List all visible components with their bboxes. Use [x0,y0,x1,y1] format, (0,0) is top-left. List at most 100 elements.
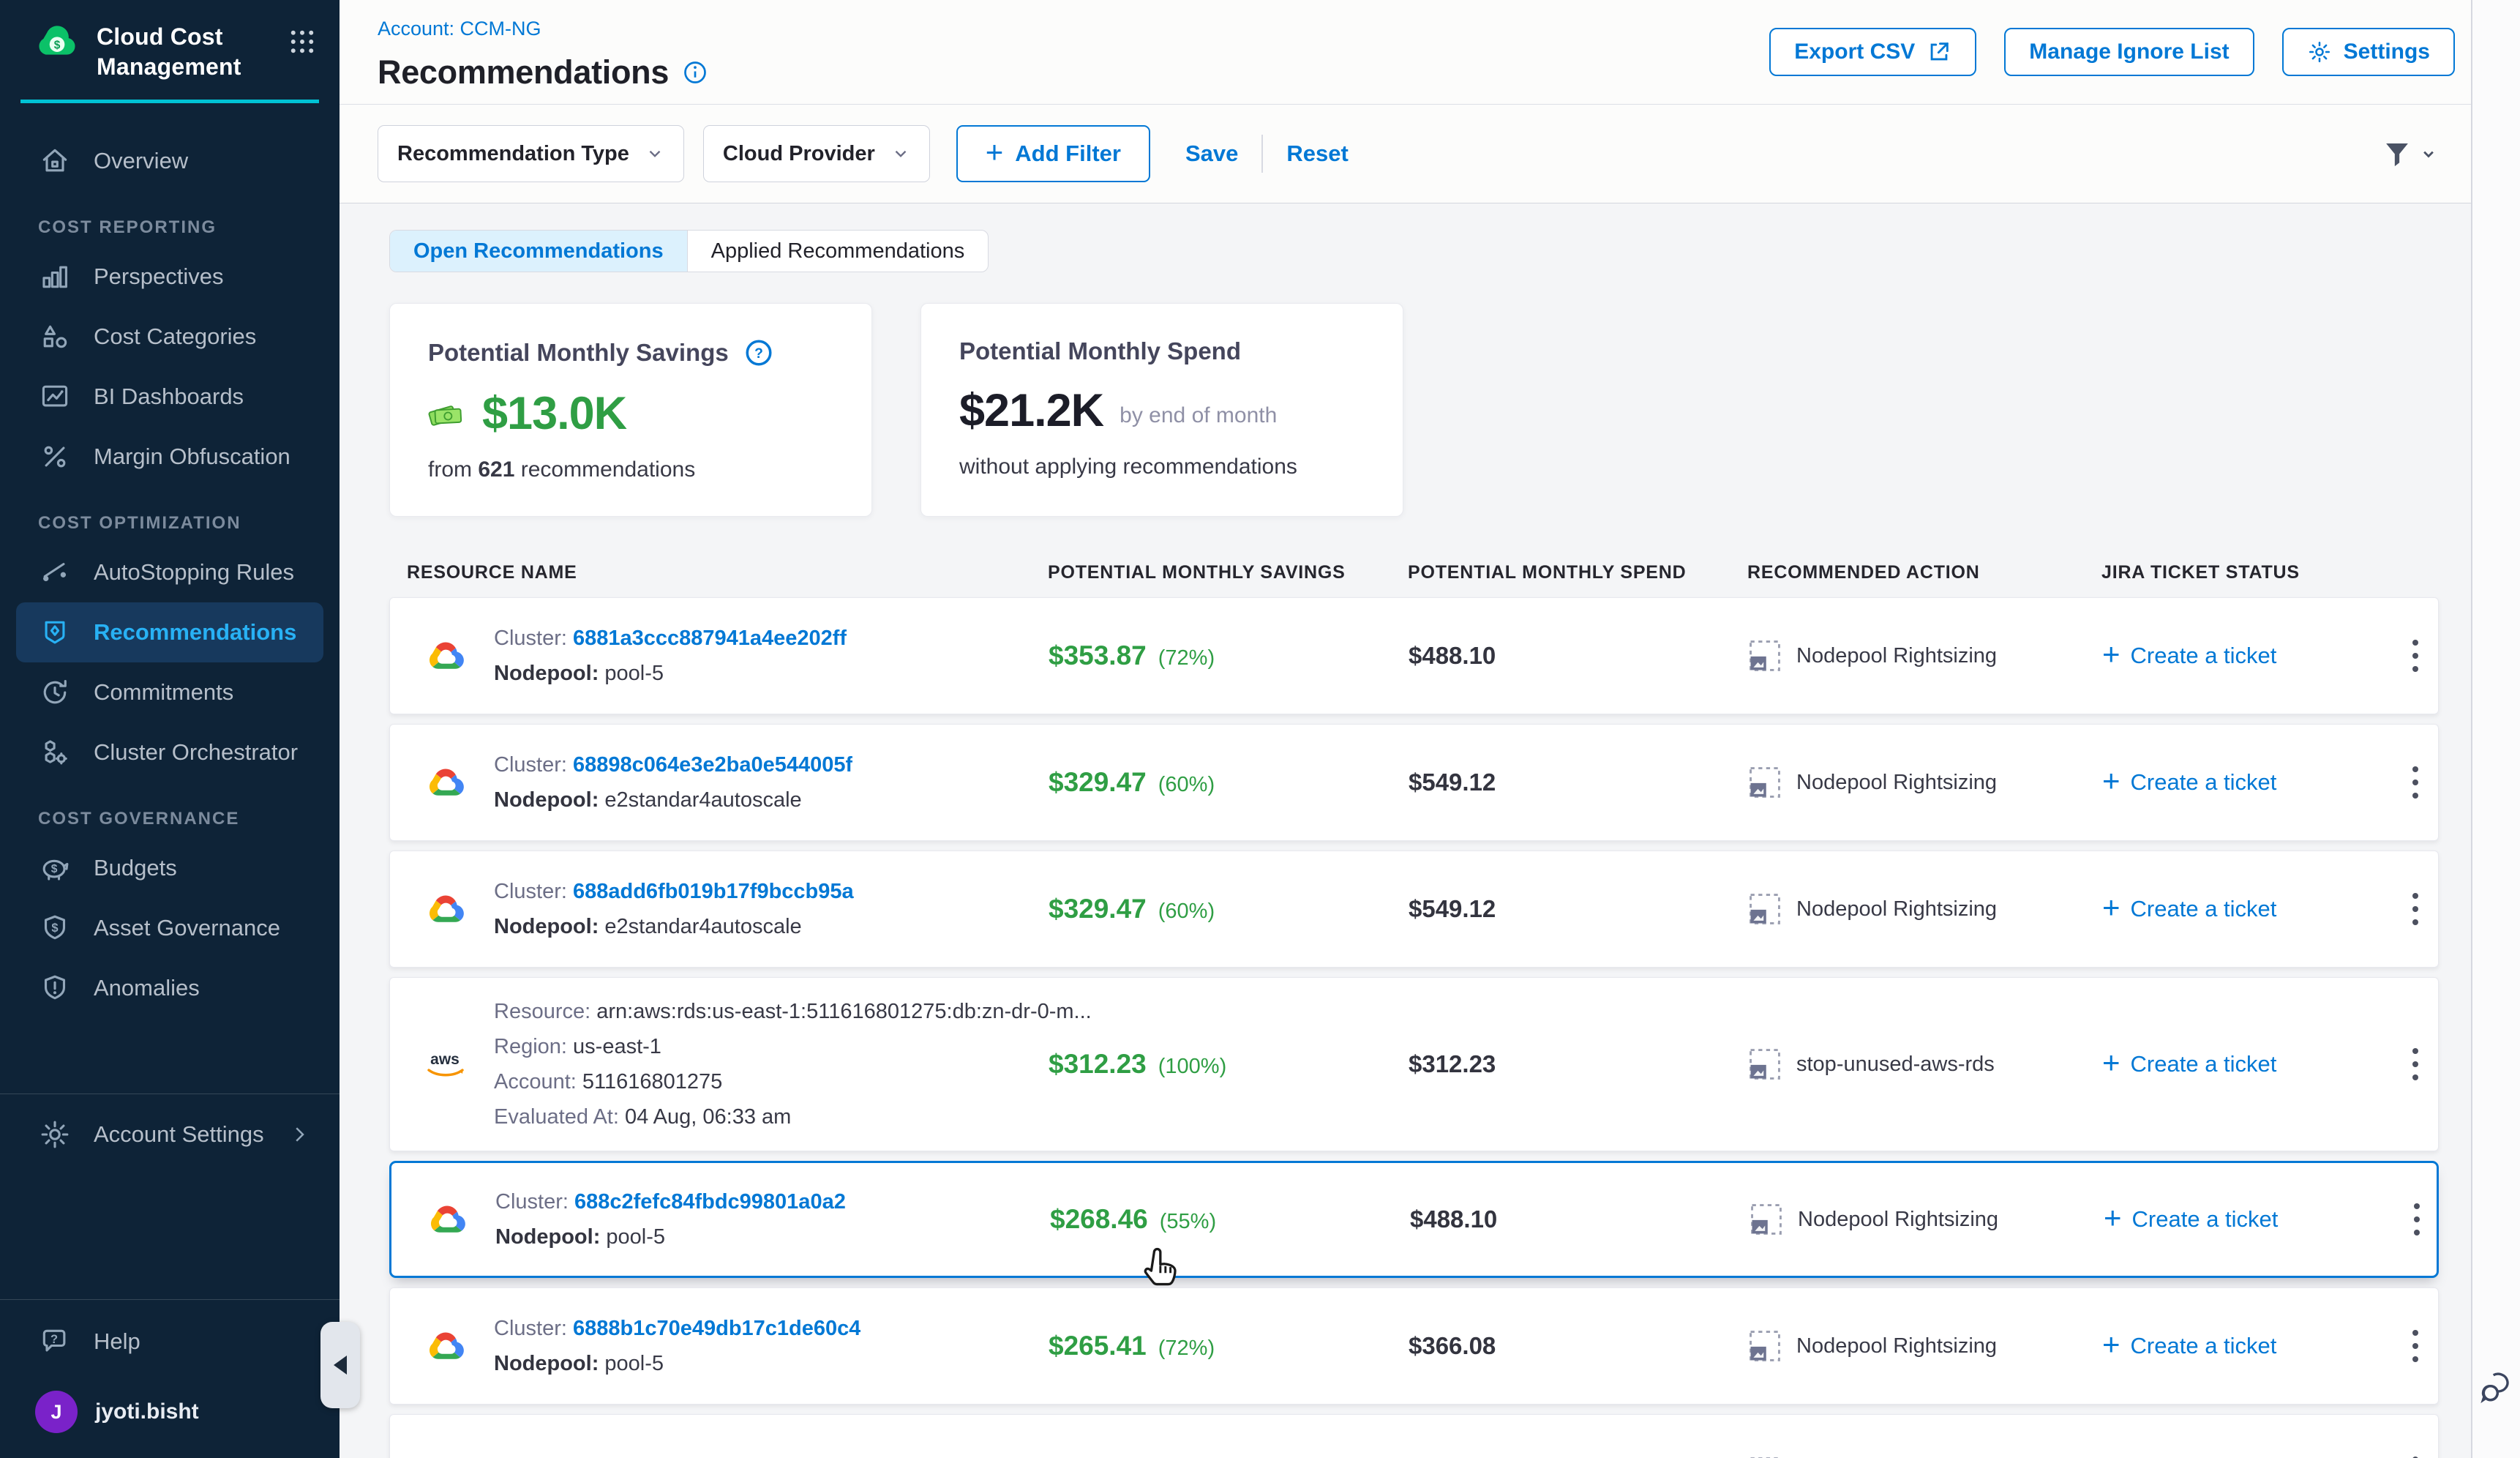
create-ticket-button[interactable]: + Create a ticket [2104,1200,2395,1235]
tab-open-recommendations[interactable]: Open Recommendations [390,231,688,272]
sidebar-item-margin-obfuscation[interactable]: Margin Obfuscation [0,427,340,487]
monthly-spend-cell: $488.10 [1410,1205,1498,1233]
monthly-savings-cell: $265.41 (72%) [1049,1331,1409,1361]
table-row[interactable]: Cluster: 6886e92f59a48cad86b5b1c6 $244.0… [389,1414,2439,1458]
table-row[interactable]: aws Resource: arn:aws:rds:us-east-1:5116… [389,977,2439,1151]
row-menu-button[interactable] [2407,1196,2427,1243]
export-csv-button[interactable]: Export CSV [1769,28,1977,76]
module-accent-rule [20,100,319,103]
manage-ignore-list-button[interactable]: Manage Ignore List [2004,28,2254,76]
table-row[interactable]: Cluster: 688c2fefc84fbdc99801a0a2 Nodepoo… [389,1161,2439,1278]
aws-icon: aws [424,1045,469,1083]
settings-button[interactable]: Settings [2281,28,2455,76]
sidebar-collapse-handle[interactable] [320,1322,360,1408]
sidebar-item-overview[interactable]: Overview [0,131,340,191]
plus-icon: + [2104,1200,2122,1235]
create-ticket-label: Create a ticket [2130,896,2277,921]
table-row[interactable]: Cluster: 688add6fb019b17f9bccb95a Nodepoo… [389,850,2439,968]
create-ticket-label: Create a ticket [2131,1206,2279,1232]
table-row[interactable]: Cluster: 6888b1c70e49db17c1de60c4 Nodepoo… [389,1287,2439,1405]
savings-card-title: Potential Monthly Savings [428,339,729,366]
sidebar-item-label: Cost Categories [94,324,257,349]
gear-icon [2309,41,2330,63]
nodepool-name: pool-5 [606,1225,666,1249]
monthly-spend-cell: $312.23 [1409,1050,1496,1077]
recommendation-type-dropdown[interactable]: Recommendation Type [378,125,684,182]
nodepool-name: pool-5 [604,1352,664,1375]
cluster-icon [38,736,72,769]
reset-filter-button[interactable]: Reset [1286,141,1349,166]
chevron-down-icon [649,150,661,157]
rightsizing-icon [1748,766,1782,799]
sidebar-item-account-settings[interactable]: Account Settings [0,1104,340,1164]
cluster-link[interactable]: 688c2fefc84fbdc99801a0a2 [574,1190,846,1214]
info-icon[interactable] [682,59,708,86]
create-ticket-button[interactable]: + Create a ticket [2102,765,2393,796]
row-menu-button[interactable] [2405,759,2426,806]
cluster-link[interactable]: 6881a3ccc887941a4ee202ff [572,627,847,650]
sidebar-item-cost-categories[interactable]: Cost Categories [0,307,340,367]
create-ticket-button[interactable]: + Create a ticket [2102,638,2393,670]
shapes-icon [38,320,72,354]
export-csv-label: Export CSV [1794,40,1916,64]
sidebar: $ Cloud Cost Management Overview COST REP… [0,0,340,1458]
divider [1261,135,1264,173]
sidebar-item-anomalies[interactable]: Anomalies [0,958,340,1018]
breadcrumb-account-link[interactable]: Account: CCM-NG [378,18,541,40]
sidebar-item-asset-governance[interactable]: $ Asset Governance [0,898,340,958]
spend-subtitle: without applying recommendations [959,455,1297,479]
rightsizing-icon [1750,1203,1783,1236]
resource-name-cell: Cluster: 6881a3ccc887941a4ee202ff Nodepoo… [408,621,1049,691]
avatar[interactable]: J [35,1391,78,1433]
svg-text:?: ? [754,346,763,362]
table-row[interactable]: Cluster: 68898c064e3e2ba0e544005f Nodepoo… [389,724,2439,841]
cloud-provider-dropdown[interactable]: Cloud Provider [702,125,930,182]
tab-applied-recommendations[interactable]: Applied Recommendations [710,239,965,263]
row-menu-button[interactable] [2405,1041,2426,1088]
sidebar-item-autostopping-rules[interactable]: AutoStopping Rules [0,542,340,602]
row-menu-button[interactable] [2405,1323,2426,1369]
create-ticket-button[interactable]: + Create a ticket [2102,1047,2393,1078]
column-jira-status: JIRA TICKET STATUS [2101,561,2300,583]
user-profile[interactable]: J jyoti.bisht [0,1372,340,1458]
monthly-spend-cell: $366.08 [1409,1332,1496,1359]
sidebar-item-recommendations[interactable]: Recommendations [16,602,323,662]
gcp-icon [424,763,469,801]
cluster-link[interactable]: 688add6fb019b17f9bccb95a [572,880,854,903]
resource-account: 511616801275 [582,1070,723,1094]
app-title: Cloud Cost Management [97,23,241,80]
sidebar-item-bi-dashboards[interactable]: BI Dashboards [0,367,340,427]
sidebar-item-help[interactable]: ? Help [0,1312,340,1372]
question-circle-icon[interactable]: ? [743,337,774,368]
row-menu-button[interactable] [2405,1449,2426,1458]
cluster-link[interactable]: 68898c064e3e2ba0e544005f [572,753,853,777]
shield-dollar-icon: $ [38,911,72,945]
potential-spend-card: Potential Monthly Spend $21.2K by end of… [920,303,1403,517]
row-menu-button[interactable] [2405,886,2426,932]
sidebar-item-cluster-orchestrator[interactable]: Cluster Orchestrator [0,722,340,782]
savings-percent: (100%) [1158,1055,1227,1078]
filter-panel-toggle[interactable] [2382,138,2439,169]
savings-amount: $329.47 [1049,767,1147,797]
sidebar-item-perspectives[interactable]: Perspectives [0,247,340,307]
sidebar-item-commitments[interactable]: Commitments [0,662,340,722]
add-filter-button[interactable]: + Add Filter [956,125,1150,182]
chat-support-icon[interactable] [2478,1367,2516,1405]
recommended-action-cell: Nodepool Rightsizing [1750,1203,2104,1236]
settings-label: Settings [2343,40,2430,64]
money-icon [428,405,462,426]
sidebar-item-budgets[interactable]: $ Budgets [0,838,340,898]
create-ticket-button[interactable]: + Create a ticket [2102,1328,2393,1360]
potential-savings-card: Potential Monthly Savings ? $13.0K f [389,303,872,517]
savings-amount: $268.46 [1050,1204,1148,1234]
module-grid-icon[interactable] [287,26,318,57]
savings-percent: (72%) [1158,1336,1215,1360]
save-filter-button[interactable]: Save [1185,141,1239,166]
table-row[interactable]: Cluster: 6881a3ccc887941a4ee202ff Nodepoo… [389,597,2439,714]
row-menu-button[interactable] [2405,632,2426,679]
create-ticket-button[interactable]: + Create a ticket [2102,891,2393,923]
page-header: Account: CCM-NG Recommendations Export C… [340,0,2471,104]
action-label: stop-unused-aws-rds [1796,1052,1995,1076]
cluster-link[interactable]: 6888b1c70e49db17c1de60c4 [572,1317,861,1340]
monthly-savings-cell: $312.23 (100%) [1049,1049,1409,1080]
